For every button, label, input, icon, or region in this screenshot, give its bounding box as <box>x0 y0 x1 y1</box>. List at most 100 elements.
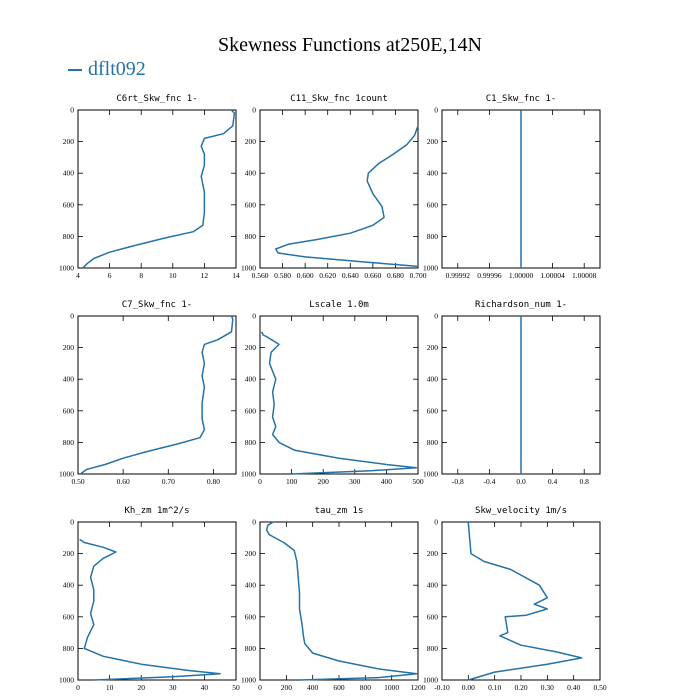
y-tick-label: 1000 <box>423 470 438 479</box>
x-tick-label: 1200 <box>411 683 426 692</box>
subplot-title: Kh_zm 1m^2/s <box>124 506 189 516</box>
legend-swatch <box>68 68 82 71</box>
figure-title: Skewness Functions at250E,14N <box>218 34 482 56</box>
y-tick-label: 600 <box>63 200 75 209</box>
plot-frame <box>259 521 419 681</box>
x-tick-label: 0.99996 <box>477 271 502 280</box>
x-tick-label: 0.660 <box>364 271 381 280</box>
y-tick-label: 200 <box>245 137 257 146</box>
x-tick-label: 100 <box>286 477 298 486</box>
subplot-title: C11_Skw_fnc 1count <box>290 94 388 104</box>
subplot-title: Richardson_num 1- <box>475 300 567 310</box>
plot-frame <box>77 521 237 681</box>
series-line <box>467 521 583 681</box>
plot-frame <box>77 315 237 475</box>
y-tick-label: 800 <box>63 232 75 241</box>
y-tick-label: 1000 <box>59 470 74 479</box>
x-tick-label: 1000 <box>384 683 399 692</box>
x-tick-label: -0.4 <box>483 477 495 486</box>
x-tick-label: 4 <box>76 271 80 280</box>
x-tick-label: 0.50 <box>71 477 84 486</box>
y-tick-label: 400 <box>427 169 439 178</box>
x-tick-label: -0.10 <box>434 683 450 692</box>
x-tick-label: 200 <box>318 477 330 486</box>
x-tick-label: 0.50 <box>593 683 606 692</box>
plot-frame <box>259 315 419 475</box>
y-tick-label: 0 <box>70 518 74 527</box>
subplot-2: C11_Skw_fnc 1count 0.560 0.580 0.600 0.620 0.… <box>241 94 427 280</box>
subplot-8: tau_zm 1s 0 200 400 600 800 1000 1200 0 200 400 600… <box>241 506 426 692</box>
subplot-title: Lscale 1.0m <box>309 300 369 310</box>
x-tick-label: 20 <box>137 683 145 692</box>
x-tick-label: 0 <box>76 683 80 692</box>
y-tick-label: 600 <box>427 612 439 621</box>
x-tick-label: 0.80 <box>207 477 220 486</box>
x-tick-label: 12 <box>201 271 209 280</box>
subplot-title: C7_Skw_fnc 1- <box>122 300 192 310</box>
y-tick-label: 400 <box>427 375 439 384</box>
y-tick-label: 0 <box>70 312 74 321</box>
subplot-title: C6rt_Skw_fnc 1- <box>116 94 197 104</box>
x-tick-label: 0.60 <box>117 477 130 486</box>
y-tick-label: 0 <box>252 106 256 115</box>
y-tick-label: 800 <box>245 438 257 447</box>
x-tick-label: 0.700 <box>410 271 427 280</box>
x-tick-label: 10 <box>106 683 114 692</box>
y-tick-label: 600 <box>63 612 75 621</box>
y-tick-label: 0 <box>434 518 438 527</box>
legend-label: dflt092 <box>88 58 146 80</box>
y-tick-label: 600 <box>245 612 257 621</box>
y-tick-label: 1000 <box>241 470 256 479</box>
y-tick-label: 600 <box>427 406 439 415</box>
series-line <box>265 521 418 681</box>
y-tick-label: 600 <box>427 200 439 209</box>
x-tick-label: 600 <box>333 683 345 692</box>
x-tick-label: 0 <box>258 477 262 486</box>
y-tick-label: 400 <box>245 169 257 178</box>
x-tick-label: 1.00000 <box>509 271 534 280</box>
y-tick-label: 600 <box>245 200 257 209</box>
x-tick-label: 0.8 <box>580 477 590 486</box>
x-tick-label: 0.70 <box>162 477 175 486</box>
x-tick-label: 0.4 <box>548 477 558 486</box>
y-tick-label: 1000 <box>423 676 438 685</box>
y-tick-label: 400 <box>427 581 439 590</box>
y-tick-label: 400 <box>63 169 75 178</box>
y-tick-label: 1000 <box>59 676 74 685</box>
y-tick-label: 200 <box>427 343 439 352</box>
y-tick-label: 800 <box>245 232 257 241</box>
y-tick-label: 0 <box>252 312 256 321</box>
x-tick-label: 0.10 <box>488 683 501 692</box>
y-tick-label: 400 <box>63 581 75 590</box>
plot-frame <box>259 109 419 269</box>
y-tick-label: 600 <box>245 406 257 415</box>
y-tick-label: 400 <box>63 375 75 384</box>
y-tick-label: 600 <box>63 406 75 415</box>
x-tick-label: 300 <box>349 477 361 486</box>
x-tick-label: 200 <box>281 683 293 692</box>
y-tick-label: 200 <box>427 549 439 558</box>
x-tick-label: 800 <box>360 683 372 692</box>
y-tick-label: 800 <box>245 644 257 653</box>
subplot-6: Richardson_num 1- -0.8 -0.4 0.0 0.4 0.8 0 200 40… <box>423 300 601 486</box>
x-tick-label: 0.600 <box>297 271 314 280</box>
subplot-4: C7_Skw_fnc 1- 0.50 0.60 0.70 0.80 0 200 400 600 8… <box>59 300 237 486</box>
y-tick-label: 0 <box>434 312 438 321</box>
x-tick-label: 0.30 <box>541 683 554 692</box>
y-tick-label: 800 <box>63 438 75 447</box>
x-tick-label: 0.20 <box>514 683 527 692</box>
y-tick-label: 800 <box>427 438 439 447</box>
x-tick-label: 400 <box>381 477 393 486</box>
subplot-7: Kh_zm 1m^2/s 0 10 20 30 40 50 0 200 400 600 800 1000 <box>59 506 240 692</box>
x-tick-label: 0.620 <box>319 271 336 280</box>
x-tick-label: 0.99992 <box>446 271 471 280</box>
x-tick-label: 1.00008 <box>572 271 597 280</box>
y-tick-label: 1000 <box>241 264 256 273</box>
y-tick-label: 400 <box>245 581 257 590</box>
x-tick-label: 0.580 <box>274 271 291 280</box>
x-tick-label: 0.40 <box>567 683 580 692</box>
x-tick-label: 0.00 <box>462 683 475 692</box>
x-tick-label: 30 <box>169 683 177 692</box>
